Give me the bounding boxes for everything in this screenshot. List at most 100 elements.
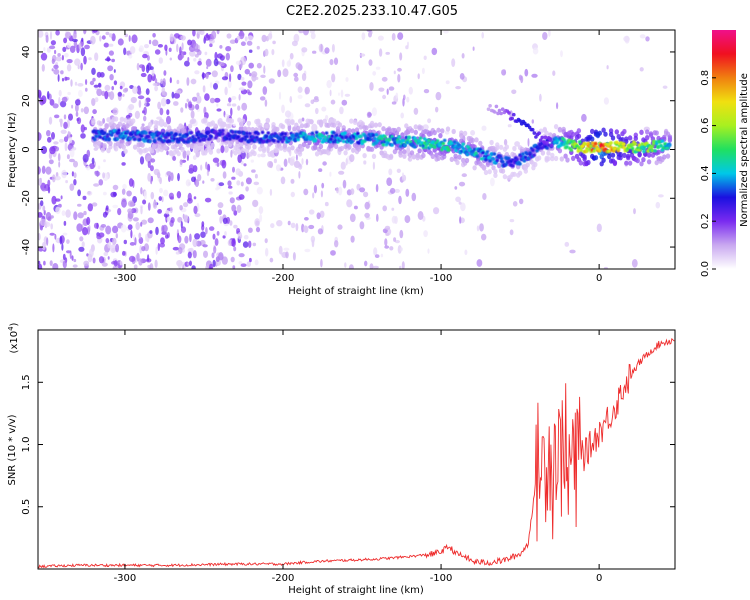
noise-cell [77, 64, 80, 70]
spectrogram-x-axis-label: Height of straight line (km) [288, 286, 424, 297]
noise-cell [141, 219, 148, 225]
ridge-halo-cell [626, 153, 631, 159]
noise-cell [128, 255, 136, 262]
branch-cell [538, 138, 543, 142]
ridge-cell [481, 151, 485, 155]
ridge-halo-cell [525, 162, 530, 168]
ridge-cell [225, 136, 229, 141]
noise-cell [256, 45, 260, 50]
ridge-halo-cell [432, 147, 437, 153]
ridge-halo-cell [413, 129, 418, 135]
noise-cell [85, 79, 88, 85]
ridge-halo-cell [436, 155, 441, 161]
noise-cell [158, 196, 162, 201]
noise-cell [531, 73, 538, 78]
ridge-cell [663, 142, 667, 146]
ridge-halo-cell [489, 139, 494, 146]
spectrogram-marks [38, 30, 673, 269]
noise-cell [658, 194, 664, 198]
ridge-halo-cell [637, 151, 642, 157]
ridge-halo-cell [96, 140, 102, 146]
noise-cell [356, 64, 359, 72]
ridge-cell [576, 149, 581, 153]
noise-cell [183, 202, 189, 208]
ridge-halo-cell [131, 118, 136, 124]
ridge-cell [169, 131, 174, 135]
noise-cell [345, 77, 349, 82]
noise-cell [322, 161, 327, 166]
noise-cell [298, 30, 305, 34]
noise-cell [165, 209, 170, 215]
noise-cell [50, 40, 57, 46]
ridge-halo-cell [478, 140, 483, 146]
noise-cell [221, 76, 229, 81]
ridge-halo-cell [149, 148, 155, 154]
noise-cell [267, 33, 273, 40]
ridge-halo-cell [203, 117, 208, 123]
noise-cell [59, 118, 63, 123]
ridge-cell [256, 132, 261, 136]
ridge-cell [657, 139, 662, 144]
ridge-cell [593, 142, 598, 146]
ridge-halo-cell [144, 147, 149, 153]
noise-cell [92, 257, 96, 264]
noise-cell [341, 99, 348, 106]
noise-cell [76, 117, 82, 125]
noise-cell [240, 77, 245, 81]
ridge-cell [407, 136, 411, 140]
noise-cell [193, 196, 197, 200]
noise-cell [200, 231, 206, 238]
branch-cell [497, 108, 502, 113]
noise-cell [161, 196, 164, 203]
x-tick-label: -100 [430, 273, 453, 284]
ridge-cell [613, 146, 618, 151]
ridge-halo-cell [557, 127, 563, 133]
ridge-halo-cell [356, 146, 362, 152]
noise-cell [248, 49, 253, 53]
noise-cell [222, 217, 228, 224]
noise-cell [78, 89, 83, 98]
noise-cell [52, 263, 59, 269]
ridge-halo-cell [533, 161, 538, 168]
ridge-halo-cell [421, 152, 426, 159]
noise-cell [364, 212, 370, 218]
ridge-halo-cell [639, 129, 644, 135]
ridge-halo-cell [307, 139, 312, 146]
noise-cell [91, 202, 98, 207]
ridge-cell [615, 140, 619, 145]
noise-cell [197, 60, 202, 66]
ridge-cell [501, 160, 505, 164]
noise-cell [38, 260, 41, 265]
noise-cell [149, 230, 153, 234]
ridge-cell [330, 134, 335, 138]
ridge-halo-cell [407, 156, 413, 162]
noise-cell [388, 86, 395, 91]
ridge-halo-cell [546, 156, 551, 162]
noise-cell [92, 109, 97, 115]
ridge-cell [354, 136, 359, 141]
noise-cell [277, 69, 282, 78]
noise-cell [397, 67, 402, 72]
noise-cell [142, 53, 148, 59]
noise-cell [65, 209, 71, 218]
noise-cell [112, 225, 119, 234]
noise-cell [61, 96, 68, 103]
ridge-cell [417, 139, 421, 143]
noise-cell [192, 96, 198, 102]
noise-cell [406, 145, 410, 155]
noise-cell [209, 82, 213, 89]
noise-cell [246, 261, 251, 267]
noise-cell [66, 250, 71, 254]
noise-cell [117, 38, 124, 46]
noise-cell [40, 200, 44, 207]
noise-cell [38, 212, 43, 218]
noise-cell [391, 215, 397, 224]
noise-cell [79, 236, 84, 242]
ridge-halo-cell [413, 124, 418, 130]
noise-cell [229, 220, 233, 226]
noise-cell [152, 82, 158, 87]
ridge-cell [607, 149, 612, 153]
noise-cell [41, 165, 46, 174]
noise-cell [273, 158, 277, 164]
noise-cell [63, 37, 68, 44]
